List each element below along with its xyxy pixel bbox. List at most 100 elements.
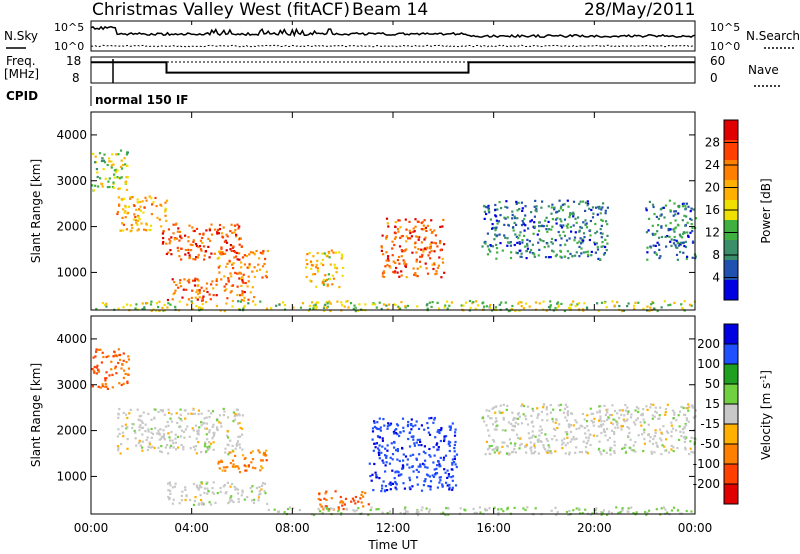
data-cell-2	[198, 232, 201, 236]
data-cell-6	[394, 225, 397, 229]
data-cell-9	[312, 307, 315, 310]
data-cell-6	[665, 438, 668, 441]
data-cell-5	[453, 447, 456, 450]
data-cell-5	[455, 465, 458, 469]
data-cell-6	[397, 255, 401, 259]
data-cell-7	[494, 203, 497, 207]
data-cell-1	[141, 440, 144, 443]
power-cbar-seg-2	[724, 160, 738, 181]
data-cell-7	[577, 216, 580, 219]
data-cell-5	[394, 486, 397, 489]
data-cell-1	[234, 413, 237, 416]
data-cell-3	[262, 251, 265, 254]
data-cell-1	[139, 209, 142, 212]
data-cell-1	[118, 432, 121, 435]
data-cell-5	[382, 418, 385, 421]
data-cell-9	[167, 302, 170, 305]
data-cell-6	[687, 409, 690, 412]
data-cell-7	[582, 251, 585, 254]
data-cell-0	[120, 159, 123, 162]
data-cell-6	[687, 403, 690, 406]
data-cell-6	[391, 240, 394, 243]
data-cell-1	[122, 435, 125, 438]
data-cell-9	[518, 309, 521, 312]
data-cell-5	[445, 481, 448, 484]
data-cell-5	[440, 427, 443, 430]
data-cell-6	[533, 442, 536, 445]
data-cell-9	[446, 300, 449, 303]
data-cell-5	[454, 428, 457, 431]
x-axis: 00:00 04:00 08:00 12:00 16:00 20:00 00:00	[74, 21, 712, 535]
data-cell-8	[655, 215, 658, 218]
data-cell-2	[201, 236, 204, 240]
data-cell-8	[685, 215, 688, 218]
data-cell-9	[278, 303, 281, 306]
data-cell-7	[644, 511, 647, 514]
data-cell-7	[517, 201, 520, 204]
data-cell-6	[600, 425, 603, 428]
data-cell-7	[566, 223, 570, 226]
x-tick-3: 12:00	[376, 521, 411, 535]
data-cell-9	[314, 303, 317, 306]
data-cell-6	[443, 243, 446, 246]
data-cell-6	[549, 450, 552, 453]
data-cell-0	[116, 355, 119, 358]
data-cell-9	[514, 309, 517, 313]
data-cell-1	[125, 413, 128, 416]
data-cell-1	[234, 447, 237, 450]
data-cell-8	[689, 210, 692, 213]
data-cell-3	[209, 503, 213, 506]
data-cell-7	[479, 511, 482, 514]
data-cell-6	[505, 452, 509, 455]
data-cell-2	[238, 225, 241, 228]
data-cell-6	[651, 442, 655, 445]
data-cell-7	[487, 204, 490, 207]
data-cell-0	[119, 165, 123, 168]
power-cbar-seg-0	[724, 120, 738, 141]
data-cell-6	[670, 424, 673, 427]
data-cell-5	[420, 424, 423, 427]
data-cell-6	[670, 435, 673, 438]
data-cell-5	[411, 465, 414, 469]
data-cell-6	[507, 421, 510, 424]
data-cell-6	[597, 419, 601, 422]
data-cell-6	[420, 248, 423, 251]
data-cell-6	[555, 418, 558, 421]
data-cell-6	[651, 414, 654, 417]
data-cell-1	[149, 229, 152, 232]
data-cell-9	[683, 300, 686, 303]
data-cell-7	[521, 219, 524, 223]
data-cell-5	[451, 463, 454, 466]
data-cell-5	[433, 418, 436, 421]
data-cell-8	[686, 221, 689, 224]
data-cell-5	[402, 482, 405, 485]
data-cell-4	[215, 278, 218, 281]
data-cell-2	[192, 239, 195, 242]
data-cell-4	[350, 500, 353, 503]
data-cell-0	[108, 177, 111, 180]
data-cell-1	[189, 447, 192, 450]
data-cell-7	[340, 512, 343, 515]
data-cell-5	[432, 446, 435, 449]
data-cell-1	[148, 195, 151, 198]
data-cell-1	[141, 200, 144, 203]
data-cell-3	[262, 249, 265, 253]
data-cell-5	[432, 461, 435, 464]
data-cell-6	[592, 434, 595, 437]
data-cell-6	[430, 249, 433, 252]
data-cell-7	[483, 210, 486, 213]
data-cell-6	[686, 407, 689, 410]
data-cell-6	[485, 440, 488, 443]
data-cell-2	[197, 246, 200, 249]
data-cell-4	[342, 508, 345, 511]
data-cell-4	[353, 499, 356, 502]
data-cell-8	[673, 235, 676, 239]
data-cell-9	[517, 302, 520, 305]
data-cell-6	[647, 423, 650, 426]
data-cell-9	[600, 301, 604, 304]
data-cell-6	[520, 404, 523, 407]
data-cell-0	[125, 180, 128, 183]
data-cell-1	[149, 446, 152, 449]
data-cell-6	[422, 224, 425, 227]
data-cell-0	[110, 160, 113, 163]
